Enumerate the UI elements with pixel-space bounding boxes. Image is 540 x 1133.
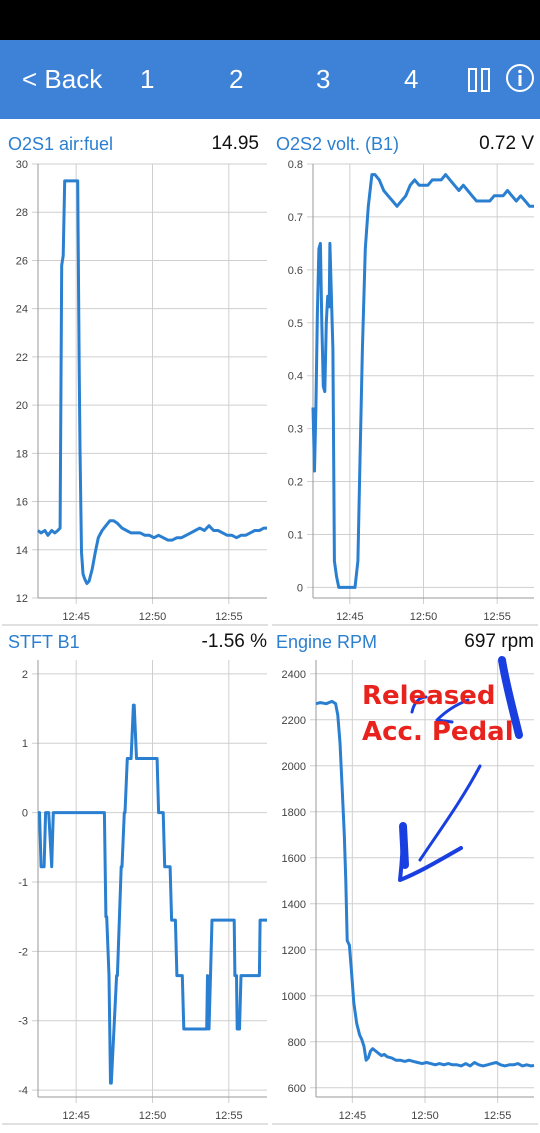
x-tick-label: 12:50	[410, 611, 438, 623]
annotation-line-1: Released	[362, 681, 496, 711]
rpm-value: 697 rpm	[464, 631, 534, 652]
x-tick-label: 12:45	[339, 1110, 367, 1122]
y-tick-label: 12	[16, 593, 28, 605]
top-nav-bar: < Back 1 2 3 4	[0, 40, 540, 119]
o2s1-air-fuel-chart: 12 14 16 18 20 22 24 26 28 30 12:45 12:50 12:55	[2, 159, 268, 626]
y-tick-label: 600	[288, 1083, 306, 1095]
annotation-label: Released Acc. Pedal	[362, 678, 540, 750]
y-tick-label: 1	[22, 738, 28, 750]
status-bar	[0, 0, 540, 40]
rpm-title: Engine RPM	[276, 632, 378, 652]
series-line	[38, 703, 267, 1085]
y-tick-label: 18	[16, 448, 28, 460]
y-tick-label: 30	[16, 159, 28, 171]
y-tick-label: 0.5	[288, 318, 303, 330]
y-tick-label: -4	[18, 1085, 28, 1097]
back-button[interactable]: < Back	[22, 64, 103, 94]
stft-b1-chart: -4 -3 -2 -1 0 1 2 12:45 12:50 12:55	[2, 660, 268, 1125]
y-tick-label: 1600	[282, 853, 306, 865]
series-line	[37, 179, 267, 585]
y-tick-label: 16	[16, 497, 28, 509]
y-tick-label: 0.3	[288, 424, 303, 436]
o2s1-title: O2S1 air:fuel	[8, 134, 114, 154]
x-tick-label: 12:45	[62, 611, 90, 623]
y-tick-label: 1800	[282, 807, 306, 819]
y-tick-label: 26	[16, 255, 28, 267]
x-tick-label: 12:50	[411, 1110, 439, 1122]
x-tick-label: 12:55	[215, 1110, 243, 1122]
o2s2-title: O2S2 volt. (B1)	[276, 134, 400, 154]
x-tick-label: 12:55	[484, 1110, 512, 1122]
tab-page-4[interactable]: 4	[404, 64, 419, 94]
pause-icon[interactable]	[466, 66, 492, 94]
y-tick-label: 0.1	[288, 529, 303, 541]
x-tick-label: 12:45	[336, 611, 364, 623]
annotation-line-2: Acc. Pedal	[362, 717, 514, 747]
y-tick-label: 2200	[282, 715, 306, 727]
y-tick-label: 14	[16, 545, 28, 557]
y-tick-label: 2000	[282, 761, 306, 773]
x-tick-label: 12:55	[483, 611, 511, 623]
y-tick-label: 20	[16, 400, 28, 412]
y-tick-label: 0	[297, 582, 303, 594]
y-tick-label: 2400	[282, 669, 306, 681]
tab-page-2[interactable]: 2	[229, 64, 244, 94]
stft-title: STFT B1	[8, 632, 80, 652]
y-tick-label: -3	[18, 1016, 28, 1028]
y-tick-label: 800	[288, 1037, 306, 1049]
y-tick-label: -1	[18, 877, 28, 889]
series-line	[311, 173, 534, 589]
x-tick-label: 12:45	[62, 1110, 90, 1122]
tab-page-1[interactable]: 1	[140, 64, 155, 94]
y-tick-label: 1000	[282, 991, 306, 1003]
o2s2-value: 0.72 V	[479, 133, 534, 154]
stft-value: -1.56 %	[201, 631, 267, 652]
y-tick-label: 24	[16, 304, 28, 316]
y-tick-label: 0.8	[288, 159, 303, 171]
y-tick-label: 0	[22, 808, 28, 820]
y-tick-label: 1200	[282, 945, 306, 957]
info-icon[interactable]	[505, 63, 535, 93]
y-tick-label: 0.2	[288, 477, 303, 489]
y-tick-label: 0.7	[288, 212, 303, 224]
series-line	[315, 699, 535, 1068]
y-tick-label: 2	[22, 669, 28, 681]
y-tick-label: 1400	[282, 899, 306, 911]
o2s2-voltage-chart: 0 0.1 0.2 0.3 0.4 0.5 0.6 0.7 0.8 12:45 12:50 12:55	[272, 159, 538, 626]
tab-page-3[interactable]: 3	[316, 64, 331, 94]
y-tick-label: 0.6	[288, 265, 303, 277]
x-tick-label: 12:55	[215, 611, 243, 623]
y-tick-label: -2	[18, 946, 28, 958]
y-tick-label: 0.4	[288, 371, 303, 383]
x-tick-label: 12:50	[139, 611, 167, 623]
y-tick-label: 28	[16, 207, 28, 219]
y-tick-label: 22	[16, 352, 28, 364]
x-tick-label: 12:50	[139, 1110, 167, 1122]
o2s1-value: 14.95	[211, 133, 259, 154]
